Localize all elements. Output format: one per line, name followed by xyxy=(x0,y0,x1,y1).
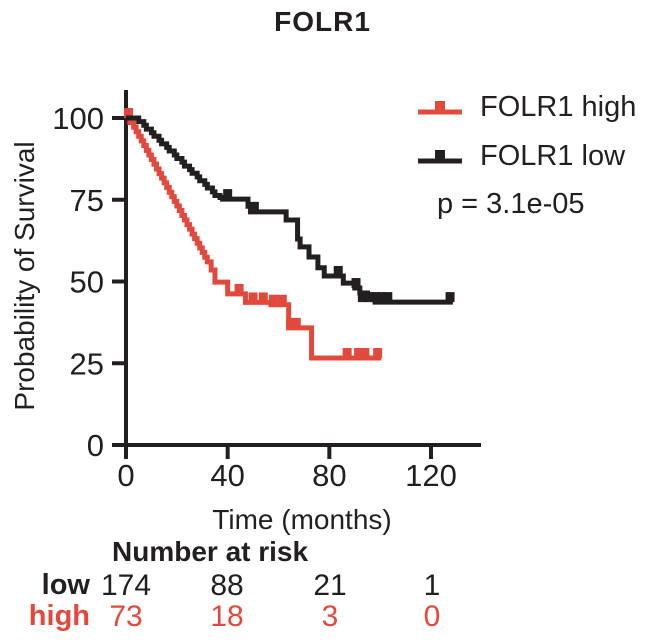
censor-mark-low xyxy=(370,292,380,303)
y-tick-label: 50 xyxy=(70,265,104,300)
legend-label-high: FOLR1 high xyxy=(480,90,637,123)
chart-title: FOLR1 xyxy=(274,6,371,37)
risk-value: 88 xyxy=(210,569,244,602)
risk-row-label-low: low xyxy=(41,569,90,601)
censor-mark-high xyxy=(277,294,287,305)
censor-mark-low xyxy=(445,292,455,303)
axes-layer: 0 25 50 75 100 0 40 80 120 xyxy=(52,90,481,493)
censor-mark-low xyxy=(383,292,393,303)
risk-row-high: high 73 18 3 0 xyxy=(0,600,645,633)
risk-value: 1 xyxy=(423,569,441,602)
risk-value: 3 xyxy=(321,600,339,633)
y-axis-title: Probability of Survival xyxy=(9,141,40,410)
censor-mark-high xyxy=(291,317,301,328)
series-layer xyxy=(124,108,455,361)
censor-mark-high xyxy=(360,348,370,359)
legend-item-high: FOLR1 high xyxy=(416,90,637,123)
censor-mark-high xyxy=(258,292,268,303)
censor-mark-high xyxy=(286,317,296,328)
legend-label-low: FOLR1 low xyxy=(480,139,626,172)
legend-marker-low-icon xyxy=(418,150,462,164)
legend-marker-high-icon xyxy=(418,101,462,115)
censor-mark-high xyxy=(234,283,244,294)
x-tick-label: 80 xyxy=(312,458,346,493)
x-tick-label: 0 xyxy=(117,458,134,493)
risk-row-low: low 174 88 21 1 xyxy=(0,569,645,602)
survival-curve-low xyxy=(126,115,453,305)
censor-mark-low xyxy=(357,292,367,303)
x-tick-label: 40 xyxy=(210,458,244,493)
risk-row-label-high: high xyxy=(28,600,90,632)
y-tick-label: 100 xyxy=(52,101,104,136)
y-tick-label: 75 xyxy=(70,183,104,218)
p-value-text: p = 3.1e-05 xyxy=(437,188,585,220)
censor-mark-low xyxy=(376,292,386,303)
censor-mark-high xyxy=(342,348,352,359)
risk-value: 73 xyxy=(109,600,143,633)
censor-mark-low xyxy=(223,189,233,200)
censor-mark-high xyxy=(268,294,278,305)
x-axis-title: Time (months) xyxy=(212,504,391,535)
censor-mark-low xyxy=(364,292,374,303)
censor-mark-high xyxy=(373,348,383,359)
censor-mark-low xyxy=(249,201,259,212)
risk-value: 174 xyxy=(100,569,152,602)
x-tick-label: 120 xyxy=(405,458,457,493)
censor-mark-high xyxy=(248,292,258,303)
risk-value: 0 xyxy=(423,600,441,633)
censor-mark-low xyxy=(351,278,361,289)
y-tick-label: 0 xyxy=(87,428,104,463)
censor-mark-high xyxy=(354,348,364,359)
y-tick-label: 25 xyxy=(70,346,104,381)
censor-mark-high xyxy=(124,108,134,118)
survival-plot: 0 25 50 75 100 0 40 80 120 Time (months) Probabi… xyxy=(9,90,481,535)
censor-mark-low xyxy=(333,265,343,276)
legend-item-low: FOLR1 low xyxy=(416,139,626,172)
risk-table-header: Number at risk xyxy=(112,536,309,567)
survival-curve-high xyxy=(126,115,382,361)
risk-value: 18 xyxy=(210,600,244,633)
risk-value: 21 xyxy=(313,569,347,602)
